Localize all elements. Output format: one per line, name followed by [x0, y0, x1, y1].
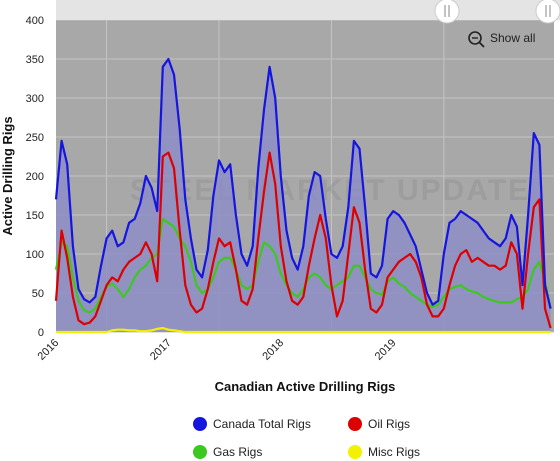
y-tick-label: 300	[26, 93, 44, 105]
legend-item-canada-total-rigs[interactable]: Canada Total Rigs	[193, 417, 311, 431]
y-tick-label: 350	[26, 54, 44, 66]
x-tick-label: 2016	[36, 337, 62, 363]
watermark-text: STEEL MARKET UPDATE	[130, 174, 530, 207]
y-tick-label: 200	[26, 171, 44, 183]
legend-marker	[193, 445, 207, 459]
legend-label: Canada Total Rigs	[213, 417, 311, 431]
y-tick-label: 250	[26, 132, 44, 144]
series-lines	[54, 57, 552, 334]
y-tick-label: 50	[32, 288, 44, 300]
y-tick-label: 400	[26, 15, 44, 27]
navigator-right-handle[interactable]	[535, 0, 560, 24]
legend-item-misc-rigs[interactable]: Misc Rigs	[348, 445, 420, 459]
show-all-button[interactable]: Show all	[464, 28, 544, 48]
oil-rigs-line	[54, 151, 552, 329]
total-rigs-area-fill	[56, 59, 551, 332]
y-tick-label: 0	[38, 327, 44, 339]
y-axis-title: Active Drilling Rigs	[0, 116, 15, 235]
navigator-left-handle[interactable]	[434, 0, 460, 24]
legend-label: Gas Rigs	[213, 445, 262, 459]
legend: Canada Total Rigs Oil Rigs Gas Rigs Misc Ri…	[193, 417, 420, 459]
x-tick-label: 2019	[373, 337, 399, 363]
legend-marker	[193, 417, 207, 431]
x-tick-label: 2018	[260, 337, 286, 363]
legend-label: Misc Rigs	[368, 445, 420, 459]
x-axis-ticks: 2016 2017 2018 2019	[36, 337, 399, 363]
y-tick-label: 100	[26, 249, 44, 261]
canada-total-rigs-line	[54, 57, 552, 309]
show-all-label: Show all	[490, 31, 535, 45]
x-axis-title: Canadian Active Drilling Rigs	[215, 379, 396, 394]
gas-rigs-line	[54, 217, 552, 314]
misc-rigs-line	[56, 327, 551, 334]
legend-label: Oil Rigs	[368, 417, 410, 431]
legend-item-gas-rigs[interactable]: Gas Rigs	[193, 445, 262, 459]
legend-marker	[348, 445, 362, 459]
legend-marker	[348, 417, 362, 431]
x-tick-label: 2017	[148, 337, 174, 363]
zoom-out-icon	[468, 31, 485, 48]
y-axis-ticks: 0 50 100 150 200 250 300 350 400	[26, 15, 44, 339]
legend-item-oil-rigs[interactable]: Oil Rigs	[348, 417, 410, 431]
y-tick-label: 150	[26, 210, 44, 222]
navigator-bar	[56, 0, 560, 20]
